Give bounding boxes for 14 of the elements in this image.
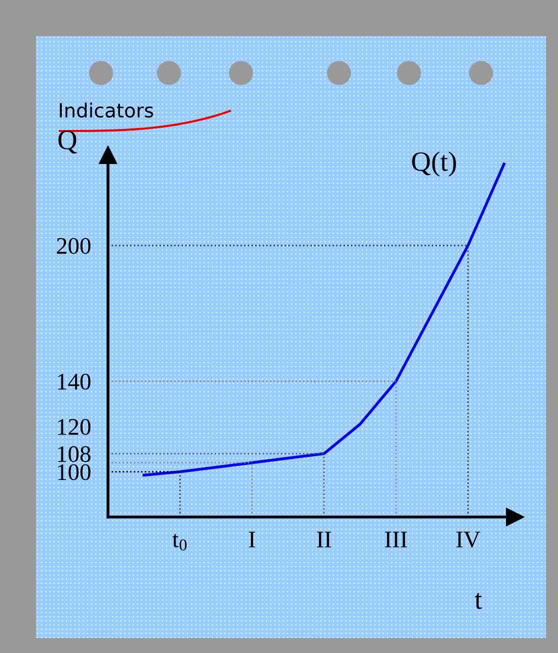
y-tick-label: 100 xyxy=(58,464,90,480)
x-tick-label: t$_{0}$ xyxy=(172,534,187,551)
x-tick-label: III xyxy=(385,532,407,548)
x-tick-label: IV xyxy=(456,532,480,548)
x-tick-label: II xyxy=(316,532,332,548)
text: Indicators xyxy=(60,102,154,118)
y-tick-label: 108 xyxy=(58,446,90,462)
x-axis-title: t xyxy=(474,593,482,609)
y-tick-label: 120 xyxy=(58,418,90,435)
y-tick-label: 200 xyxy=(56,238,90,254)
y-tick-label: 140 xyxy=(58,374,90,390)
series-label: Q(t) xyxy=(412,151,456,177)
x-tick-label: I xyxy=(248,532,256,548)
y-axis-title: Q xyxy=(58,130,77,154)
